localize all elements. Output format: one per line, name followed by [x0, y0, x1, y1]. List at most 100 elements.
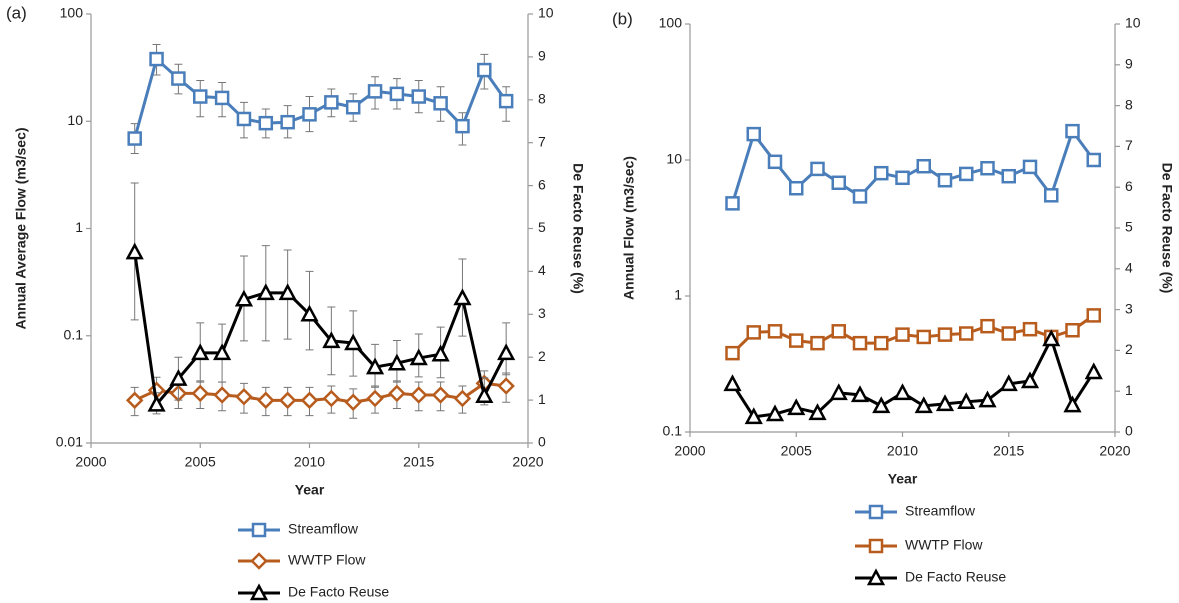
- y-axis-title: Annual Average Flow (m3/sec): [13, 127, 29, 329]
- y-tick-label: 0.01: [56, 434, 83, 450]
- marker-triangle: [829, 383, 848, 401]
- marker-square: [810, 335, 825, 351]
- legend-entry: WWTP Flow: [238, 552, 366, 570]
- legend-marker: [251, 522, 267, 538]
- panel-label: (a): [6, 3, 27, 22]
- marker-triangle: [999, 374, 1018, 392]
- y2-tick-label: 7: [538, 133, 546, 149]
- y2-tick-label: 4: [1125, 260, 1133, 276]
- marker-diamond: [344, 393, 362, 411]
- y-tick-label: 0.1: [64, 326, 84, 342]
- marker-diamond: [409, 386, 428, 404]
- marker-square: [236, 111, 252, 127]
- marker-triangle: [147, 394, 166, 412]
- marker-triangle: [213, 343, 232, 361]
- marker-square: [389, 86, 405, 102]
- marker-square: [302, 107, 317, 122]
- x-tick-label: 2010: [887, 443, 918, 459]
- marker-square: [1086, 152, 1101, 168]
- marker-square: [193, 89, 208, 104]
- marker-triangle: [744, 407, 763, 425]
- marker-square: [895, 327, 910, 342]
- y2-tick-label: 8: [1125, 96, 1133, 112]
- x-axis-title: Year: [888, 471, 918, 487]
- legend-label: WWTP Flow: [905, 537, 983, 553]
- y2-tick-label: 9: [538, 48, 546, 64]
- marker-square: [455, 118, 470, 134]
- marker-triangle: [387, 353, 406, 371]
- series-line: [133, 251, 508, 406]
- y-tick-label: 100: [659, 15, 683, 31]
- y2-tick-label: 7: [1125, 137, 1133, 153]
- marker-triangle: [453, 288, 472, 306]
- marker-square: [937, 172, 953, 188]
- y2-tick-label: 9: [1125, 56, 1133, 72]
- series-line: [134, 381, 507, 404]
- marker-triangle: [978, 390, 997, 408]
- marker-triangle: [765, 404, 785, 422]
- marker-square: [916, 329, 931, 345]
- marker-square: [1065, 322, 1080, 338]
- marker-square: [789, 180, 804, 196]
- marker-triangle: [125, 242, 144, 260]
- marker-triangle: [1084, 362, 1103, 380]
- marker-triangle: [935, 394, 955, 412]
- y2-tick-label: 0: [1125, 423, 1133, 439]
- x-tick-label: 2005: [185, 454, 216, 470]
- y-tick-label: 10: [67, 112, 83, 128]
- marker-triangle: [957, 392, 976, 410]
- marker-square: [746, 126, 761, 142]
- marker-square: [433, 96, 448, 111]
- y2-tick-label: 5: [538, 219, 546, 235]
- marker-triangle: [1042, 329, 1061, 347]
- marker-diamond: [191, 384, 210, 403]
- marker-triangle: [365, 357, 385, 375]
- y2-tick-label: 0: [538, 434, 546, 450]
- marker-square: [1065, 123, 1080, 139]
- marker-square: [959, 166, 974, 182]
- marker-square: [874, 165, 889, 181]
- y2-tick-label: 3: [538, 305, 546, 321]
- y2-tick-label: 10: [538, 5, 554, 21]
- y-tick-label: 10: [666, 151, 682, 167]
- marker-diamond: [453, 389, 472, 408]
- marker-square: [980, 318, 995, 334]
- marker-square: [831, 175, 846, 191]
- x-tick-label: 2000: [75, 454, 106, 470]
- marker-square: [810, 161, 825, 177]
- y2-tick-label: 1: [1125, 382, 1133, 398]
- marker-square: [214, 90, 230, 106]
- marker-triangle: [234, 289, 254, 307]
- legend-label: De Facto Reuse: [905, 569, 1006, 585]
- marker-square: [171, 71, 186, 86]
- marker-square: [324, 95, 339, 110]
- legend-marker: [250, 552, 268, 570]
- x-tick-label: 2010: [294, 454, 325, 470]
- y-axis-title: Annual Flow (m3/sec): [621, 156, 637, 300]
- legend-entry: De Facto Reuse: [238, 583, 389, 601]
- x-tick-label: 2015: [403, 454, 434, 470]
- marker-square: [1001, 326, 1016, 341]
- marker-triangle: [322, 331, 341, 349]
- marker-square: [149, 51, 164, 67]
- marker-square: [258, 115, 274, 131]
- legend-label: Streamflow: [288, 521, 359, 537]
- marker-diamond: [388, 384, 406, 403]
- y2-tick-label: 6: [538, 176, 546, 192]
- marker-square: [498, 93, 514, 109]
- legend-marker: [249, 583, 269, 601]
- marker-square: [1022, 321, 1038, 337]
- marker-triangle: [431, 344, 450, 362]
- marker-triangle: [497, 343, 516, 361]
- y2-tick-label: 1: [538, 391, 546, 407]
- series-line: [133, 57, 508, 139]
- marker-square: [367, 84, 383, 99]
- marker-triangle: [300, 304, 319, 322]
- marker-diamond: [300, 391, 319, 410]
- series-line: [731, 129, 1095, 204]
- legend-label: De Facto Reuse: [288, 584, 389, 600]
- x-tick-label: 2015: [993, 443, 1024, 459]
- marker-square: [831, 324, 846, 339]
- series-line: [731, 337, 1096, 419]
